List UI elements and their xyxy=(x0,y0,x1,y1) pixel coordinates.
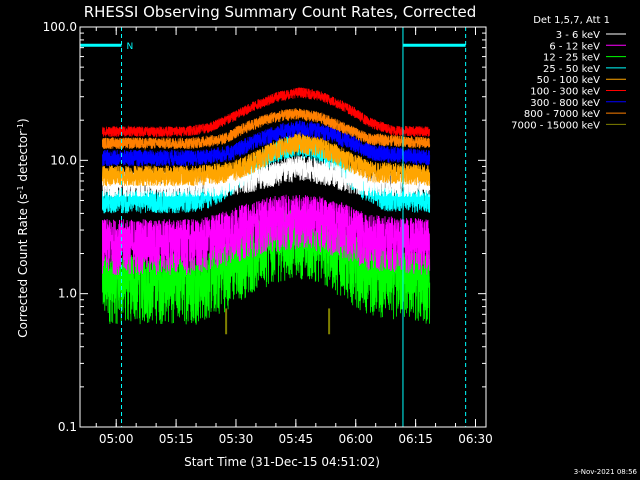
y-axis-label: Corrected Count Rate (s-1 detector-1) xyxy=(16,118,31,337)
series-1-line xyxy=(102,194,431,276)
x-axis-label: Start Time (31-Dec-15 04:51:02) xyxy=(184,455,380,469)
x-tick-label: 05:15 xyxy=(159,432,194,446)
legend-header: Det 1,5,7, Att 1 xyxy=(533,15,610,26)
y-tick-label: 1.0 xyxy=(58,287,77,301)
legend-label: 6 - 12 keV xyxy=(549,41,600,52)
y-tick-label: 10.0 xyxy=(50,153,77,167)
y-tick-label: 0.1 xyxy=(58,420,77,434)
series-7-line xyxy=(102,107,431,150)
series-3-line xyxy=(102,134,431,214)
y-tick-label: 100.0 xyxy=(43,20,77,34)
x-tick-label: 06:00 xyxy=(338,432,373,446)
axes: 0.1 1.0 10.0 100.0 05:00 05:15 05:30 05:45 06:00… xyxy=(43,20,493,446)
plot-frame xyxy=(79,26,487,428)
x-tick-label: 05:45 xyxy=(279,432,314,446)
series-4-line xyxy=(102,132,431,187)
legend-label: 100 - 300 keV xyxy=(530,87,600,98)
x-tick-label: 05:30 xyxy=(219,432,254,446)
legend-label: 50 - 100 keV xyxy=(537,75,601,86)
legend-label: 25 - 50 keV xyxy=(543,64,600,75)
x-tick-label: 05:00 xyxy=(99,432,134,446)
series-5-line xyxy=(102,87,431,139)
bar-label: N xyxy=(127,42,134,52)
series-6-line xyxy=(102,120,431,167)
x-tick-label: 06:15 xyxy=(398,432,433,446)
legend-label: 300 - 800 keV xyxy=(530,98,600,109)
legend-label: 3 - 6 keV xyxy=(556,30,600,41)
legend-label: 12 - 25 keV xyxy=(543,53,600,64)
plot-area: N xyxy=(80,27,467,427)
chart-title: RHESSI Observing Summary Count Rates, Co… xyxy=(84,3,477,21)
x-tick-label: 06:30 xyxy=(458,432,493,446)
legend-label: 7000 - 15000 keV xyxy=(511,120,600,131)
footer-date: 3-Nov-2021 08:56 xyxy=(574,468,638,476)
legend-label: 800 - 7000 keV xyxy=(524,109,600,120)
